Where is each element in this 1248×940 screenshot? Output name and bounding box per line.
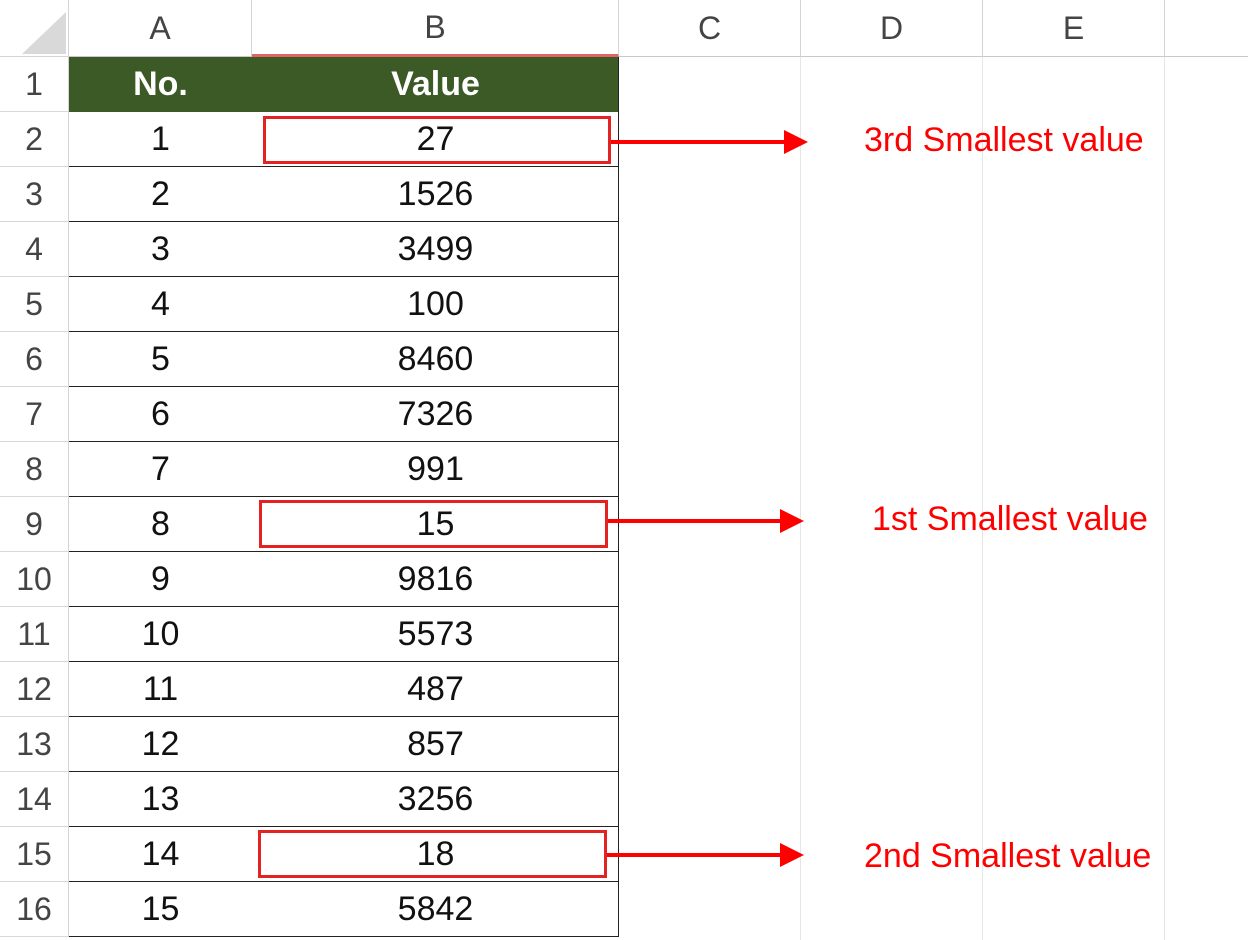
cell-b5[interactable]: 100 [252, 277, 619, 332]
gridline [1164, 57, 1165, 940]
row-header-12[interactable]: 12 [0, 662, 69, 717]
cell-a6[interactable]: 5 [69, 332, 252, 387]
cell-b2[interactable]: 27 [252, 112, 619, 167]
highlight-box-3rd [263, 116, 611, 164]
row-header-1[interactable]: 1 [0, 57, 69, 112]
cell-b16[interactable]: 5842 [252, 882, 619, 937]
select-all-triangle-icon [22, 12, 66, 54]
cell-b4[interactable]: 3499 [252, 222, 619, 277]
cell-b9[interactable]: 15 [252, 497, 619, 552]
column-header-b[interactable]: B [252, 0, 619, 57]
row-header-11[interactable]: 11 [0, 607, 69, 662]
cell-a2[interactable]: 1 [69, 112, 252, 167]
cell-a7[interactable]: 6 [69, 387, 252, 442]
highlight-box-2nd [258, 830, 607, 878]
arrow-head-icon [784, 130, 808, 154]
cell-b12[interactable]: 487 [252, 662, 619, 717]
row-header-7[interactable]: 7 [0, 387, 69, 442]
note-1st-smallest: 1st Smallest value [872, 500, 1148, 538]
row-header-4[interactable]: 4 [0, 222, 69, 277]
row-header-13[interactable]: 13 [0, 717, 69, 772]
column-header-f-partial[interactable] [1165, 0, 1248, 57]
cell-a4[interactable]: 3 [69, 222, 252, 277]
cell-a8[interactable]: 7 [69, 442, 252, 497]
cell-b10[interactable]: 9816 [252, 552, 619, 607]
row-header-2[interactable]: 2 [0, 112, 69, 167]
arrow-line-3rd [611, 140, 786, 144]
cell-a12[interactable]: 11 [69, 662, 252, 717]
arrow-head-icon [780, 509, 804, 533]
header-cell-no[interactable]: No. [69, 57, 252, 112]
cell-a13[interactable]: 12 [69, 717, 252, 772]
note-3rd-smallest: 3rd Smallest value [864, 121, 1144, 159]
gridline [800, 57, 801, 940]
cell-b3[interactable]: 1526 [252, 167, 619, 222]
row-header-16[interactable]: 16 [0, 882, 69, 937]
row-header-3[interactable]: 3 [0, 167, 69, 222]
cell-b15[interactable]: 18 [252, 827, 619, 882]
cell-a16[interactable]: 15 [69, 882, 252, 937]
column-header-a[interactable]: A [69, 0, 252, 57]
cell-a15[interactable]: 14 [69, 827, 252, 882]
column-header-d[interactable]: D [801, 0, 983, 57]
column-header-c[interactable]: C [619, 0, 801, 57]
gridline [982, 57, 983, 940]
cell-b8[interactable]: 991 [252, 442, 619, 497]
row-header-14[interactable]: 14 [0, 772, 69, 827]
row-header-9[interactable]: 9 [0, 497, 69, 552]
cell-b13[interactable]: 857 [252, 717, 619, 772]
arrow-line-2nd [607, 853, 782, 857]
header-cell-value[interactable]: Value [252, 57, 619, 112]
row-header-6[interactable]: 6 [0, 332, 69, 387]
cell-a10[interactable]: 9 [69, 552, 252, 607]
cell-b11[interactable]: 5573 [252, 607, 619, 662]
column-header-e[interactable]: E [983, 0, 1165, 57]
row-header-5[interactable]: 5 [0, 277, 69, 332]
highlight-box-1st [259, 500, 608, 548]
row-header-10[interactable]: 10 [0, 552, 69, 607]
arrow-head-icon [780, 843, 804, 867]
cell-a11[interactable]: 10 [69, 607, 252, 662]
cell-a9[interactable]: 8 [69, 497, 252, 552]
cell-b7[interactable]: 7326 [252, 387, 619, 442]
cell-b14[interactable]: 3256 [252, 772, 619, 827]
cell-a5[interactable]: 4 [69, 277, 252, 332]
select-all-corner[interactable] [0, 0, 69, 57]
cell-a14[interactable]: 13 [69, 772, 252, 827]
arrow-line-1st [608, 519, 782, 523]
row-header-15[interactable]: 15 [0, 827, 69, 882]
note-2nd-smallest: 2nd Smallest value [864, 837, 1152, 875]
cell-a3[interactable]: 2 [69, 167, 252, 222]
cell-b6[interactable]: 8460 [252, 332, 619, 387]
row-header-8[interactable]: 8 [0, 442, 69, 497]
